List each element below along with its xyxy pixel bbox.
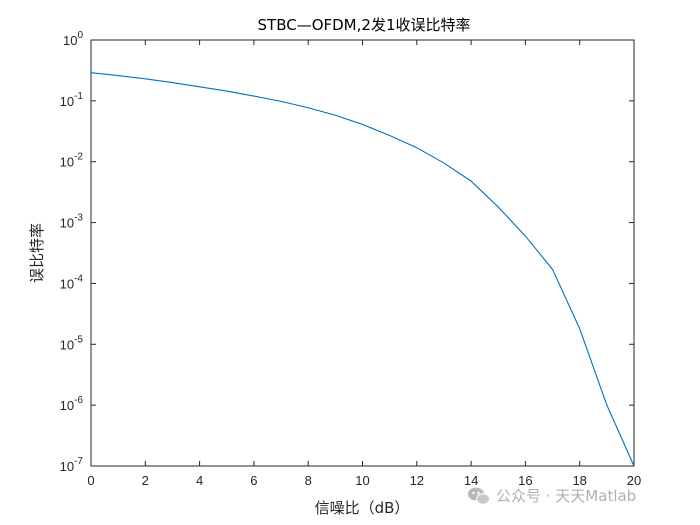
y-tick-base: 10 — [60, 276, 74, 291]
y-tick-label: 10-7 — [60, 456, 84, 474]
plot-area — [90, 39, 635, 467]
x-axis-label: 信噪比（dB） — [315, 499, 410, 517]
y-tick-label: 10-4 — [60, 273, 84, 291]
y-tick-exponent: -5 — [74, 334, 83, 345]
x-tick-label: 2 — [142, 473, 149, 488]
x-tick-label: 10 — [355, 473, 369, 488]
y-tick-label: 10-5 — [60, 334, 84, 352]
x-tick-label: 16 — [518, 473, 532, 488]
x-tick-label: 4 — [196, 473, 203, 488]
y-tick-exponent: -1 — [74, 91, 83, 102]
y-tick-base: 10 — [60, 94, 74, 109]
y-tick-label: 10-3 — [60, 213, 84, 231]
x-tick-label: 12 — [410, 473, 424, 488]
x-tick-label: 8 — [305, 473, 312, 488]
x-tick-label: 0 — [87, 473, 94, 488]
y-axis-label: 误比特率 — [28, 223, 46, 283]
x-tick-label: 6 — [250, 473, 257, 488]
x-tick-label: 18 — [572, 473, 586, 488]
y-tick-exponent: -7 — [74, 456, 83, 467]
y-tick-base: 10 — [60, 398, 74, 413]
y-tick-label: 10-1 — [60, 91, 84, 109]
watermark: 公众号 · 天天Matlab — [468, 487, 636, 505]
y-tick-label: 10-2 — [60, 152, 84, 170]
y-tick-exponent: -3 — [74, 213, 83, 224]
y-tick-base: 10 — [63, 33, 77, 48]
y-tick-exponent: -6 — [74, 395, 83, 406]
y-tick-base: 10 — [60, 155, 74, 170]
watermark-text: 公众号 · 天天Matlab — [496, 487, 636, 505]
wechat-icon — [468, 487, 490, 505]
x-tick-label: 20 — [627, 473, 641, 488]
x-axis: 0 2 4 6 8 10 12 14 16 18 20 — [87, 40, 641, 488]
y-tick-label: 10-6 — [60, 395, 84, 413]
y-tick-exponent: -2 — [74, 152, 83, 163]
x-tick-label: 14 — [464, 473, 478, 488]
y-tick-base: 10 — [60, 216, 74, 231]
y-tick-base: 10 — [60, 459, 74, 474]
y-tick-exponent: 0 — [77, 30, 83, 41]
y-tick-exponent: -4 — [74, 273, 83, 284]
series-0-line — [90, 72, 635, 467]
y-tick-label: 100 — [63, 30, 83, 48]
chart-title: STBC—OFDM,2发1收误比特率 — [258, 16, 471, 34]
series-line — [90, 72, 635, 467]
y-tick-base: 10 — [60, 337, 74, 352]
